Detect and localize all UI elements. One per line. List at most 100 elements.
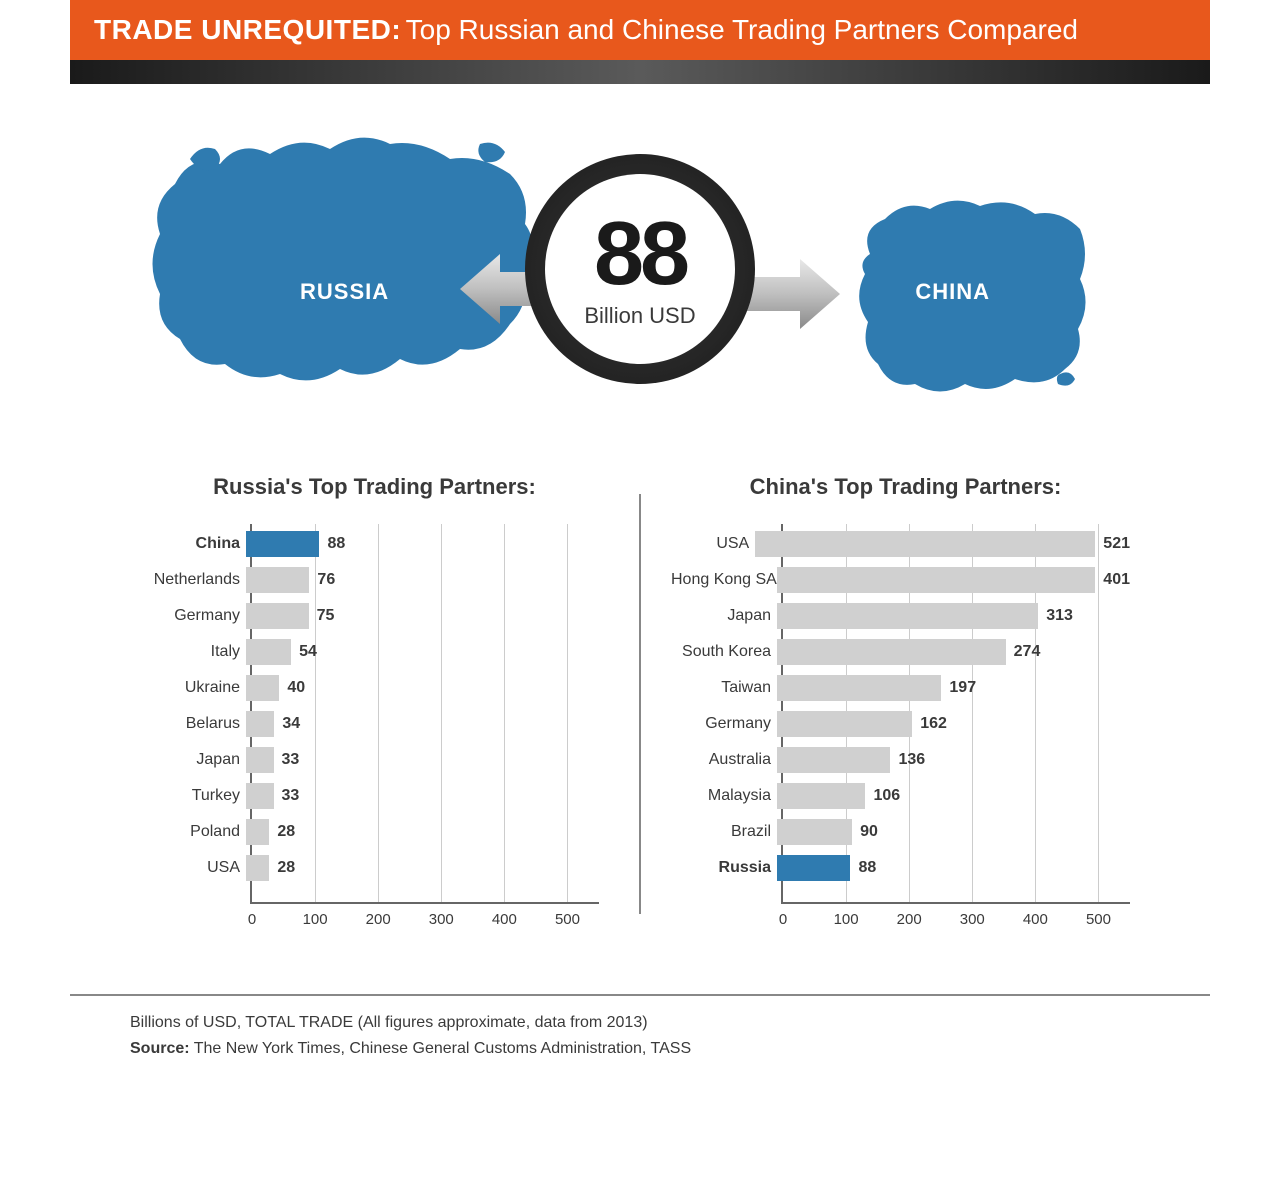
bar-label: Belarus	[140, 715, 246, 733]
bar-row: Italy54	[140, 638, 599, 666]
china-bars-wrap: 0100200300400500USA521Hong Kong SAR401Ja…	[781, 524, 1130, 904]
bar-row: China88	[140, 530, 599, 558]
bar-rect	[777, 855, 850, 881]
bar-label: Japan	[140, 751, 246, 769]
bar-value: 90	[860, 823, 878, 841]
bar-value: 33	[282, 787, 300, 805]
bar-row: Japan 313	[671, 602, 1130, 630]
russia-label: RUSSIA	[300, 279, 389, 305]
bar-rect	[246, 567, 309, 593]
bar-rect	[246, 603, 309, 629]
china-chart-title: China's Top Trading Partners:	[671, 474, 1140, 500]
bar-label: Poland	[140, 823, 246, 841]
bar-value: 33	[282, 751, 300, 769]
bar-label: Japan	[671, 607, 777, 625]
center-unit: Billion USD	[584, 303, 695, 329]
circle-inner: 88 Billion USD	[545, 174, 735, 364]
infographic-container: TRADE UNREQUITED: Top Russian and Chines…	[70, 0, 1210, 1091]
bar-row: Turkey33	[140, 782, 599, 810]
bar-label: Taiwan	[671, 679, 777, 697]
bar-label: Russia	[671, 859, 777, 877]
bar-rect	[777, 783, 865, 809]
bar-label: USA	[140, 859, 246, 877]
bar-row: Malaysia 106	[671, 782, 1130, 810]
bar-row: South Korea 274	[671, 638, 1130, 666]
bar-rect	[246, 819, 269, 845]
bar-row: USA 28	[140, 854, 599, 882]
bar-value: 40	[287, 679, 305, 697]
bar-rect	[777, 819, 852, 845]
charts-section: Russia's Top Trading Partners: 010020030…	[70, 454, 1210, 994]
bar-row: Australia 136	[671, 746, 1130, 774]
bar-value: 28	[277, 859, 295, 877]
gradient-strip	[70, 60, 1210, 84]
x-tick: 200	[897, 911, 922, 928]
bar-rect	[755, 531, 1095, 557]
bar-row: Japan 33	[140, 746, 599, 774]
bar-row: Belarus 34	[140, 710, 599, 738]
header-title-light: Top Russian and Chinese Trading Partners…	[406, 14, 1078, 45]
bar-label: Italy	[140, 643, 246, 661]
russia-chart-area: 0100200300400500China88Netherlands76Germ…	[140, 524, 609, 944]
bar-value: 401	[1103, 571, 1130, 589]
bar-rect	[246, 675, 279, 701]
bar-rect	[246, 855, 269, 881]
bar-rect	[246, 783, 274, 809]
x-tick: 200	[366, 911, 391, 928]
bar-label: Germany	[140, 607, 246, 625]
bar-label: Ukraine	[140, 679, 246, 697]
x-tick: 100	[834, 911, 859, 928]
x-tick: 100	[303, 911, 328, 928]
x-tick: 300	[429, 911, 454, 928]
bar-value: 521	[1103, 535, 1130, 553]
bar-value: 313	[1046, 607, 1073, 625]
hero-section: RUSSIA CHINA 88 Billion USD	[70, 84, 1210, 454]
footer: Billions of USD, TOTAL TRADE (All figure…	[70, 994, 1210, 1091]
bar-value: 136	[898, 751, 925, 769]
bar-rect	[246, 711, 274, 737]
bar-label: Hong Kong SAR	[671, 571, 777, 589]
bar-label: Malaysia	[671, 787, 777, 805]
china-chart-area: 0100200300400500USA521Hong Kong SAR401Ja…	[671, 524, 1140, 944]
x-tick: 0	[779, 911, 787, 928]
russia-chart-title: Russia's Top Trading Partners:	[140, 474, 609, 500]
russia-chart: Russia's Top Trading Partners: 010020030…	[130, 454, 619, 964]
china-label: CHINA	[915, 279, 990, 305]
bar-row: Taiwan 197	[671, 674, 1130, 702]
bar-rect	[777, 675, 941, 701]
bar-rect	[777, 711, 912, 737]
source-label: Source:	[130, 1040, 190, 1057]
bar-rect	[777, 639, 1006, 665]
bar-rect	[246, 531, 319, 557]
header-bar: TRADE UNREQUITED: Top Russian and Chines…	[70, 0, 1210, 60]
x-tick: 500	[1086, 911, 1111, 928]
bar-label: Brazil	[671, 823, 777, 841]
x-tick: 0	[248, 911, 256, 928]
bar-value: 197	[949, 679, 976, 697]
bar-label: South Korea	[671, 643, 777, 661]
bar-row: Germany75	[140, 602, 599, 630]
bar-value: 34	[282, 715, 300, 733]
bar-row: Ukraine 40	[140, 674, 599, 702]
bar-label: Netherlands	[140, 571, 246, 589]
bar-rect	[777, 603, 1038, 629]
bar-label: USA	[671, 535, 755, 553]
circle-outer: 88 Billion USD	[525, 154, 755, 384]
bar-row: Germany162	[671, 710, 1130, 738]
bar-label: China	[140, 535, 246, 553]
x-tick: 400	[1023, 911, 1048, 928]
bar-value: 88	[858, 859, 876, 877]
bar-value: 274	[1014, 643, 1041, 661]
x-tick: 400	[492, 911, 517, 928]
bar-rect	[246, 639, 291, 665]
russia-bars-wrap: 0100200300400500China88Netherlands76Germ…	[250, 524, 599, 904]
bar-value: 28	[277, 823, 295, 841]
header-title-bold: TRADE UNREQUITED:	[94, 14, 401, 45]
bar-row: Poland 28	[140, 818, 599, 846]
bar-value: 106	[873, 787, 900, 805]
bar-rect	[246, 747, 274, 773]
bar-label: Australia	[671, 751, 777, 769]
footer-note: Billions of USD, TOTAL TRADE (All figure…	[130, 1010, 1150, 1036]
bar-label: Germany	[671, 715, 777, 733]
bar-row: Netherlands76	[140, 566, 599, 594]
